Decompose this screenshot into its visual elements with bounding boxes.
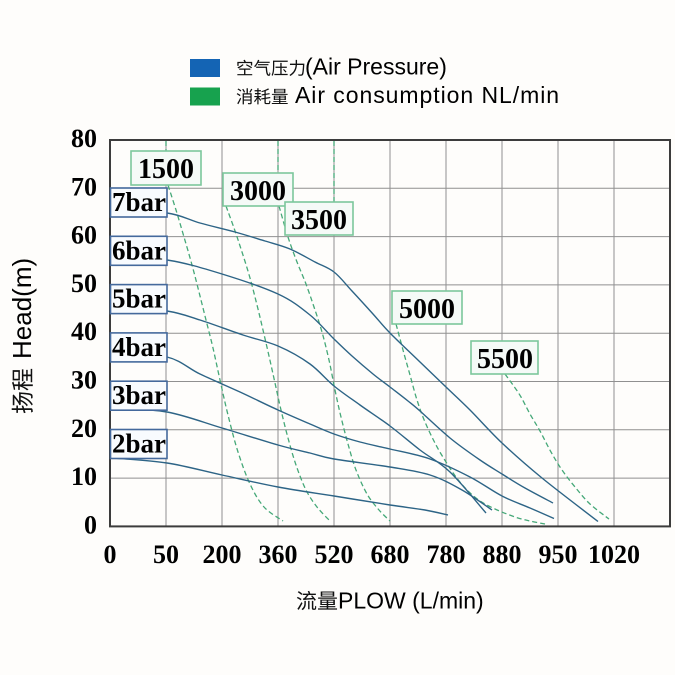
svg-text:50: 50 <box>153 540 179 569</box>
svg-text:Air consumption NL/min: Air consumption NL/min <box>295 82 560 108</box>
svg-text:5500: 5500 <box>477 344 533 375</box>
svg-text:80: 80 <box>71 124 97 153</box>
svg-text:5000: 5000 <box>399 294 455 325</box>
svg-text:3bar: 3bar <box>112 380 166 410</box>
svg-text:PLOW (L/min): PLOW (L/min) <box>338 588 484 614</box>
svg-text:10: 10 <box>71 462 97 491</box>
svg-text:50: 50 <box>71 269 97 298</box>
svg-text:1500: 1500 <box>138 154 194 185</box>
svg-text:2bar: 2bar <box>112 429 166 459</box>
svg-text:520: 520 <box>315 540 354 569</box>
svg-text:Head(m): Head(m) <box>7 258 37 359</box>
svg-text:30: 30 <box>71 366 97 395</box>
svg-text:200: 200 <box>203 540 242 569</box>
svg-text:680: 680 <box>371 540 410 569</box>
svg-text:780: 780 <box>427 540 466 569</box>
svg-text:(Air Pressure): (Air Pressure) <box>305 54 447 80</box>
svg-text:0: 0 <box>84 510 97 539</box>
svg-text:0: 0 <box>104 540 117 569</box>
svg-text:1020: 1020 <box>588 540 640 569</box>
svg-text:950: 950 <box>539 540 578 569</box>
svg-text:6bar: 6bar <box>112 235 166 265</box>
svg-text:4bar: 4bar <box>112 332 166 362</box>
svg-text:60: 60 <box>71 221 97 250</box>
svg-text:40: 40 <box>71 317 97 346</box>
svg-text:880: 880 <box>483 540 522 569</box>
svg-text:70: 70 <box>71 172 97 201</box>
svg-text:7bar: 7bar <box>112 187 166 217</box>
svg-text:5bar: 5bar <box>112 284 166 314</box>
svg-text:3000: 3000 <box>230 176 286 207</box>
svg-text:360: 360 <box>259 540 298 569</box>
svg-text:20: 20 <box>71 414 97 443</box>
svg-text:3500: 3500 <box>291 205 347 236</box>
